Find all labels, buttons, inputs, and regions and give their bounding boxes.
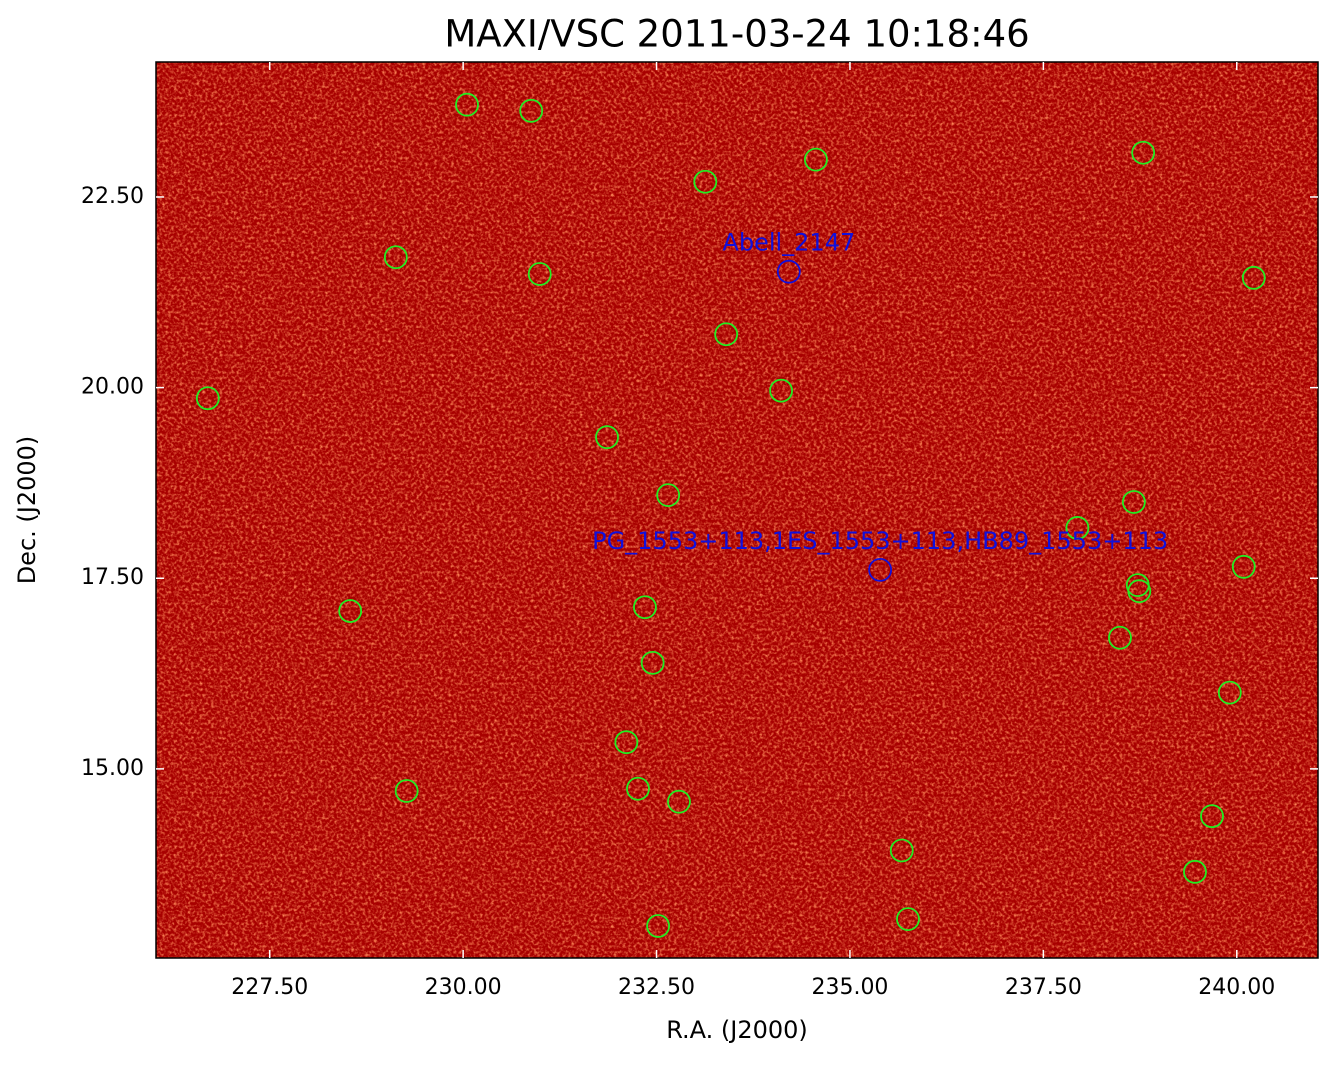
source-marker (646, 914, 670, 938)
source-label: PG_1553+113,1ES_1553+113,HB89_1553+113 (592, 527, 1168, 555)
source-label: Abell_2147 (722, 229, 855, 257)
source-marker (1131, 140, 1156, 165)
source-marker (693, 169, 718, 194)
source-marker (338, 599, 363, 623)
chart-title: MAXI/VSC 2011-03-24 10:18:46 (444, 13, 1029, 56)
y-axis-label: Dec. (J2000) (13, 436, 41, 585)
source-marker (195, 386, 220, 411)
source-marker (1241, 265, 1266, 290)
source-marker (667, 789, 691, 814)
source-marker (1183, 859, 1207, 884)
source-marker (519, 98, 544, 123)
x-tick-label: 237.50 (1005, 975, 1082, 1000)
x-tick-label: 227.50 (231, 975, 308, 1000)
y-tick-label: 20.00 (81, 375, 144, 400)
source-marker (1127, 579, 1152, 604)
source-marker (633, 595, 657, 620)
source-marker (595, 425, 619, 450)
source-marker (1108, 625, 1132, 650)
plot-frame (155, 61, 1319, 959)
source-marker (527, 262, 552, 286)
y-tick-label: 22.50 (81, 184, 144, 209)
source-marker (769, 378, 793, 403)
source-marker (1231, 554, 1256, 579)
x-tick-label: 240.00 (1198, 975, 1275, 1000)
source-marker (640, 650, 665, 675)
source-marker (776, 259, 801, 284)
source-marker (1217, 680, 1242, 705)
source-marker (455, 92, 479, 117)
source-marker (714, 322, 739, 347)
source-marker (804, 147, 828, 172)
source-marker (1065, 516, 1090, 540)
source-marker (614, 730, 639, 755)
y-tick-label: 15.00 (81, 756, 144, 781)
image-noise (156, 62, 1318, 958)
source-marker (868, 557, 893, 582)
source-marker (889, 838, 914, 863)
source-marker (1121, 490, 1146, 514)
source-marker (656, 483, 681, 508)
x-tick-label: 232.50 (618, 975, 695, 1000)
source-marker (383, 245, 408, 270)
x-tick-label: 235.00 (811, 975, 888, 1000)
source-marker (896, 907, 920, 932)
y-tick-label: 17.50 (81, 565, 144, 590)
x-tick-label: 230.00 (425, 975, 502, 1000)
x-axis-label: R.A. (J2000) (666, 1016, 808, 1044)
source-marker (626, 776, 650, 801)
source-marker (1200, 804, 1224, 829)
source-marker (394, 779, 419, 803)
